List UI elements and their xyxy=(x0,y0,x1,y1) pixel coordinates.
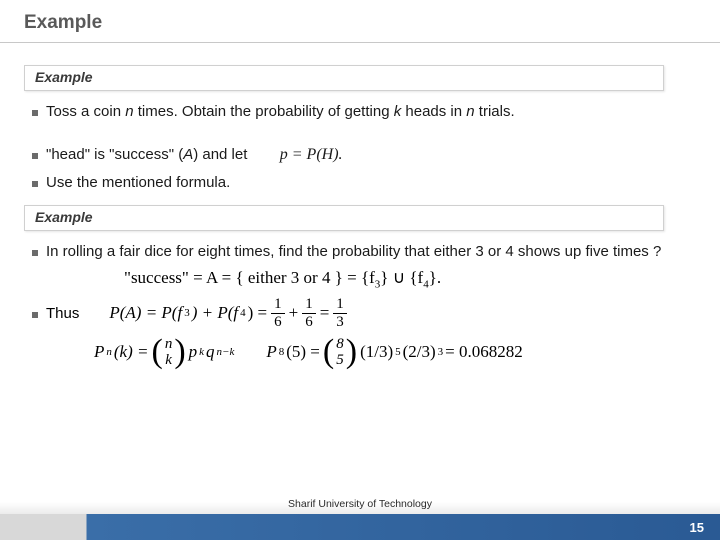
bullet-text-2: "head" is "success" (A) and let p = P(H)… xyxy=(46,144,696,166)
eq-final: Pn(k) = ( nk ) pk qn−k P8(5) = ( 85 ) (1… xyxy=(94,336,696,369)
bullet-text-3: Use the mentioned formula. xyxy=(46,172,696,193)
thus-row: Thus P(A) = P(f3) + P(f4) = 16 + 16 = 13 xyxy=(24,297,696,330)
example-box-2: Example xyxy=(24,205,664,231)
example-label-2: Example xyxy=(35,209,93,225)
binom-nk: ( nk ) xyxy=(151,336,185,369)
example-label-1: Example xyxy=(35,69,93,85)
bullet-text-1: Toss a coin n times. Obtain the probabil… xyxy=(46,101,696,122)
bullet-icon xyxy=(32,181,38,187)
slide: Example Example Toss a coin n times. Obt… xyxy=(0,0,720,540)
example-box-1: Example xyxy=(24,65,664,91)
bullet-toss-coin: Toss a coin n times. Obtain the probabil… xyxy=(32,101,696,122)
bullet-icon xyxy=(32,250,38,256)
bullet-use-formula: Use the mentioned formula. xyxy=(32,172,696,193)
footer-bar: 15 xyxy=(0,514,720,540)
frac-1-6b: 16 xyxy=(302,297,316,330)
bullet-head-success: "head" is "success" (A) and let p = P(H)… xyxy=(32,144,696,166)
slide-title: Example xyxy=(24,12,696,34)
bullet-dice-problem: In rolling a fair dice for eight times, … xyxy=(32,241,696,262)
bullet-icon xyxy=(32,312,38,318)
frac-1-3: 13 xyxy=(333,297,347,330)
bullet-icon xyxy=(32,110,38,116)
frac-1-6a: 16 xyxy=(271,297,285,330)
title-bar: Example xyxy=(0,0,720,43)
content-area: Example Toss a coin n times. Obtain the … xyxy=(0,43,720,369)
page-number: 15 xyxy=(690,520,704,535)
thus-label: Thus xyxy=(32,305,79,322)
bullet-icon xyxy=(32,153,38,159)
footer-university: Sharif University of Technology xyxy=(0,498,720,510)
bullet-text-4: In rolling a fair dice for eight times, … xyxy=(46,241,696,262)
eq-p-ph: p = P(H). xyxy=(280,146,343,163)
binom-85: ( 85 ) xyxy=(323,336,357,369)
eq-pa: P(A) = P(f3) + P(f4) = 16 + 16 = 13 xyxy=(109,297,348,330)
eq-success-def: "success" = A = { either 3 or 4 } = {f3}… xyxy=(124,268,696,290)
